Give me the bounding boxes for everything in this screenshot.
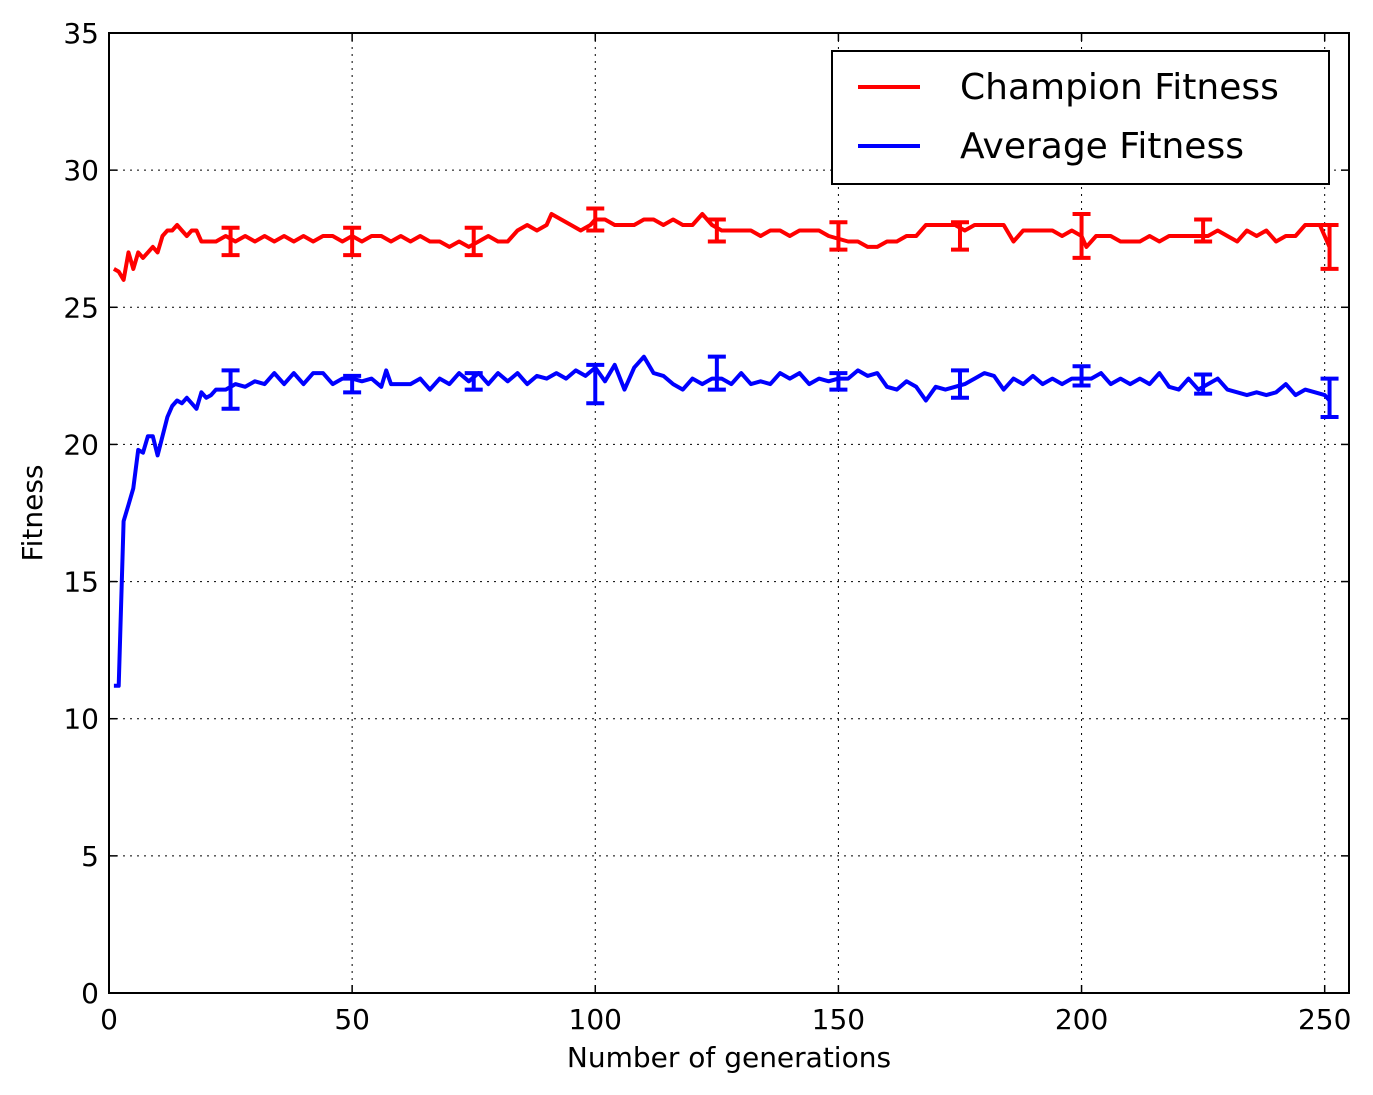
y-tick-label: 0 <box>81 977 99 1010</box>
average-fitness-error-bar <box>829 371 848 392</box>
x-tick-label: 200 <box>1055 1003 1108 1036</box>
x-tick-label: 50 <box>334 1003 370 1036</box>
champion-fitness-error-bar <box>464 225 483 258</box>
plot-frame <box>108 32 1350 994</box>
y-tick-label: 20 <box>63 428 99 461</box>
x-tick-label: 100 <box>569 1003 622 1036</box>
x-tick-label: 250 <box>1298 1003 1351 1036</box>
champion-fitness-line <box>112 212 1332 282</box>
x-tick-label: 0 <box>100 1003 118 1036</box>
average-fitness-error-bar <box>707 354 726 392</box>
average-fitness-error-bar <box>343 373 362 395</box>
y-tick-label: 30 <box>63 154 99 187</box>
average-fitness-line <box>113 354 1331 688</box>
y-axis-title: Fitness <box>16 465 49 562</box>
average-fitness-error-bar <box>221 368 240 411</box>
champion-fitness-error-bar <box>829 220 848 252</box>
legend-label-average: Average Fitness <box>960 126 1244 167</box>
average-fitness-error-bar <box>1072 364 1091 388</box>
champion-fitness-error-bar <box>1320 223 1339 271</box>
champion-fitness-error-bar <box>1072 212 1091 260</box>
y-tick-label: 25 <box>63 291 99 324</box>
champion-fitness-error-bar <box>950 220 969 252</box>
series-layer <box>112 206 1339 688</box>
y-tick-label: 15 <box>63 566 99 599</box>
axis-ticks <box>108 32 1349 994</box>
tick-labels: 0 50 100 150 200 250 0 5 10 15 20 25 30 35 <box>63 17 1351 1036</box>
y-tick-label: 5 <box>81 840 99 873</box>
champion-fitness-error-bar <box>343 225 362 258</box>
champion-fitness-error-bar <box>707 217 726 244</box>
average-fitness-error-bar <box>950 368 969 400</box>
legend-box <box>831 50 1330 185</box>
x-tick-label: 150 <box>812 1003 865 1036</box>
x-axis-title: Number of generations <box>567 1041 891 1074</box>
legend-label-champion: Champion Fitness <box>960 67 1279 108</box>
champion-fitness-error-bar <box>586 206 605 233</box>
average-fitness-error-bar <box>1194 372 1213 396</box>
legend: Champion Fitness Average Fitness <box>831 50 1330 185</box>
champion-fitness-error-bar <box>1194 217 1213 244</box>
grid-lines <box>109 33 1349 993</box>
average-fitness-error-bar <box>586 362 605 406</box>
y-tick-label: 35 <box>63 17 99 50</box>
average-fitness-error-bar <box>464 371 483 392</box>
average-fitness-error-bar <box>1320 376 1339 419</box>
y-tick-label: 10 <box>63 703 99 736</box>
champion-fitness-error-bar <box>221 225 240 258</box>
